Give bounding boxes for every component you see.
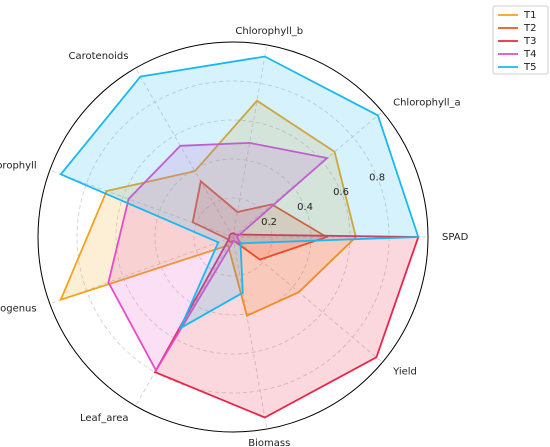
series-area bbox=[155, 233, 419, 418]
spoke bbox=[135, 236, 234, 407]
series-area bbox=[60, 100, 356, 316]
series-area bbox=[60, 56, 419, 329]
series-line bbox=[59, 55, 420, 331]
series-line bbox=[153, 232, 420, 419]
legend-label: T1 bbox=[523, 10, 536, 21]
category-label: Yield bbox=[392, 366, 417, 377]
outer-circle bbox=[37, 41, 429, 433]
category-label: Total_Chlorophyll bbox=[0, 161, 37, 172]
spoke bbox=[232, 111, 383, 238]
legend-label: T5 bbox=[523, 62, 536, 73]
legend-box bbox=[492, 5, 549, 75]
legend-label: T3 bbox=[523, 36, 536, 47]
legend-label: T4 bbox=[523, 49, 536, 60]
r-tick-label: 0.2 bbox=[261, 217, 277, 228]
series-area bbox=[192, 181, 327, 260]
series-line bbox=[191, 179, 329, 261]
spoke bbox=[232, 236, 383, 363]
series-line bbox=[59, 99, 357, 317]
category-label: Leaf_area bbox=[80, 413, 129, 424]
spoke bbox=[232, 44, 268, 238]
series-line bbox=[107, 141, 330, 373]
category-label: Carotenoids bbox=[69, 51, 129, 62]
grid-circle bbox=[115, 119, 351, 355]
category-label: Chlorophyll_a bbox=[393, 98, 461, 109]
legend-label: T2 bbox=[523, 23, 536, 34]
r-tick-label: 0.4 bbox=[297, 202, 313, 213]
spoke bbox=[135, 67, 234, 238]
category-label: Biomass bbox=[248, 438, 290, 447]
r-tick-label: 0.8 bbox=[369, 172, 385, 183]
spoke bbox=[232, 236, 268, 430]
series-area bbox=[108, 142, 328, 371]
r-tick-label: 0.6 bbox=[333, 187, 349, 198]
spoke bbox=[49, 169, 234, 238]
category-label: Chlorophyll_b bbox=[235, 26, 303, 37]
category-label: SPAD bbox=[442, 232, 469, 243]
category-label: NR_Endogenus bbox=[0, 303, 37, 314]
